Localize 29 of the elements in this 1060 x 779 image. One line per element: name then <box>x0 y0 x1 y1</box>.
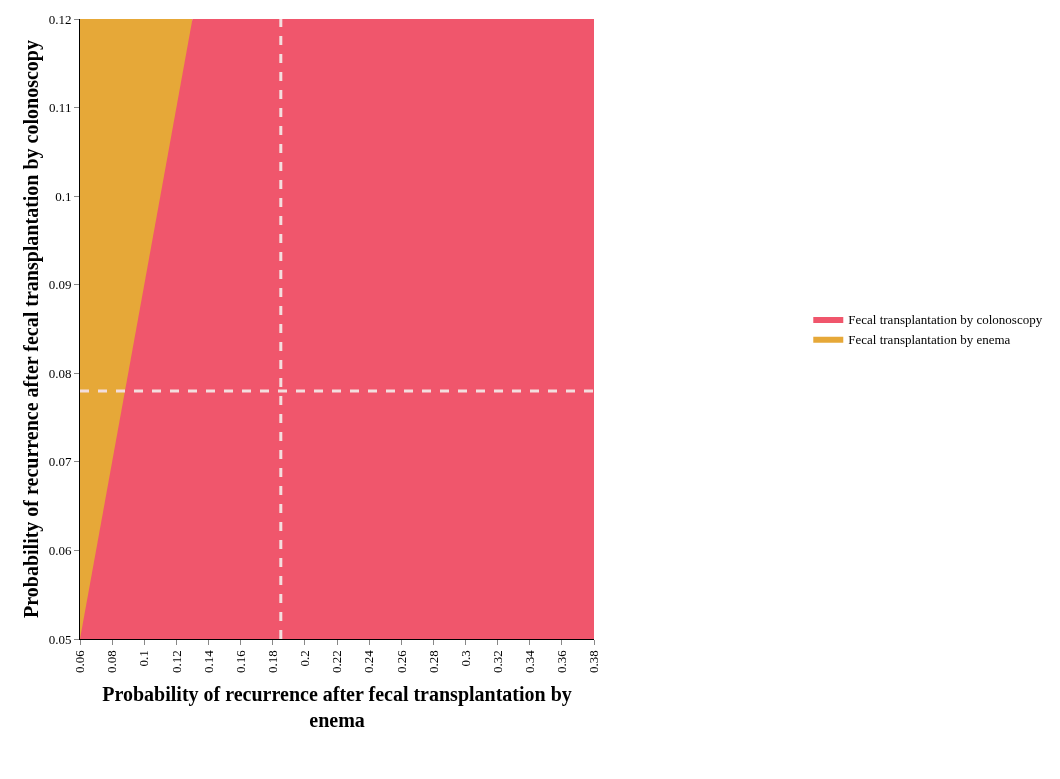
y-tick-label: 0.12 <box>48 11 72 27</box>
x-tick-label: 0.1 <box>136 650 152 667</box>
x-axis-title: Probability of recurrence after fecal transplantation by enema <box>102 683 572 732</box>
y-tick-label: 0.07 <box>48 454 72 470</box>
x-tick-label: 0.32 <box>489 650 505 673</box>
x-tick-label: 0.16 <box>232 649 248 673</box>
y-tick-label: 0.1 <box>55 188 72 204</box>
legend-label: Fecal transplantation by colonoscopy <box>848 312 1043 328</box>
x-tick-label: 0.18 <box>265 650 281 673</box>
x-tick-label: 0.24 <box>361 649 377 673</box>
x-tick-label: 0.12 <box>168 650 184 673</box>
y-tick-label: 0.08 <box>48 365 72 381</box>
y-tick-label: 0.11 <box>49 100 72 116</box>
y-tick-label: 0.05 <box>48 631 72 647</box>
y-tick-label: 0.06 <box>48 542 72 558</box>
x-tick-label: 0.06 <box>72 649 88 673</box>
x-tick-label: 0.14 <box>200 649 216 673</box>
y-tick-label: 0.09 <box>48 277 72 293</box>
x-tick-label: 0.28 <box>425 650 441 673</box>
x-tick-label: 0.2 <box>297 650 313 667</box>
x-tick-label: 0.34 <box>522 649 538 673</box>
y-axis-title: Probability of recurrence after fecal transplantation by colonoscopy <box>20 40 44 618</box>
x-tick-label: 0.38 <box>586 650 602 673</box>
x-tick-label: 0.22 <box>329 650 345 673</box>
x-tick-label: 0.3 <box>457 650 473 667</box>
x-tick-label: 0.26 <box>393 649 409 673</box>
x-tick-label: 0.36 <box>554 649 570 673</box>
legend-label: Fecal transplantation by enema <box>848 331 1011 347</box>
x-tick-label: 0.08 <box>104 650 120 673</box>
